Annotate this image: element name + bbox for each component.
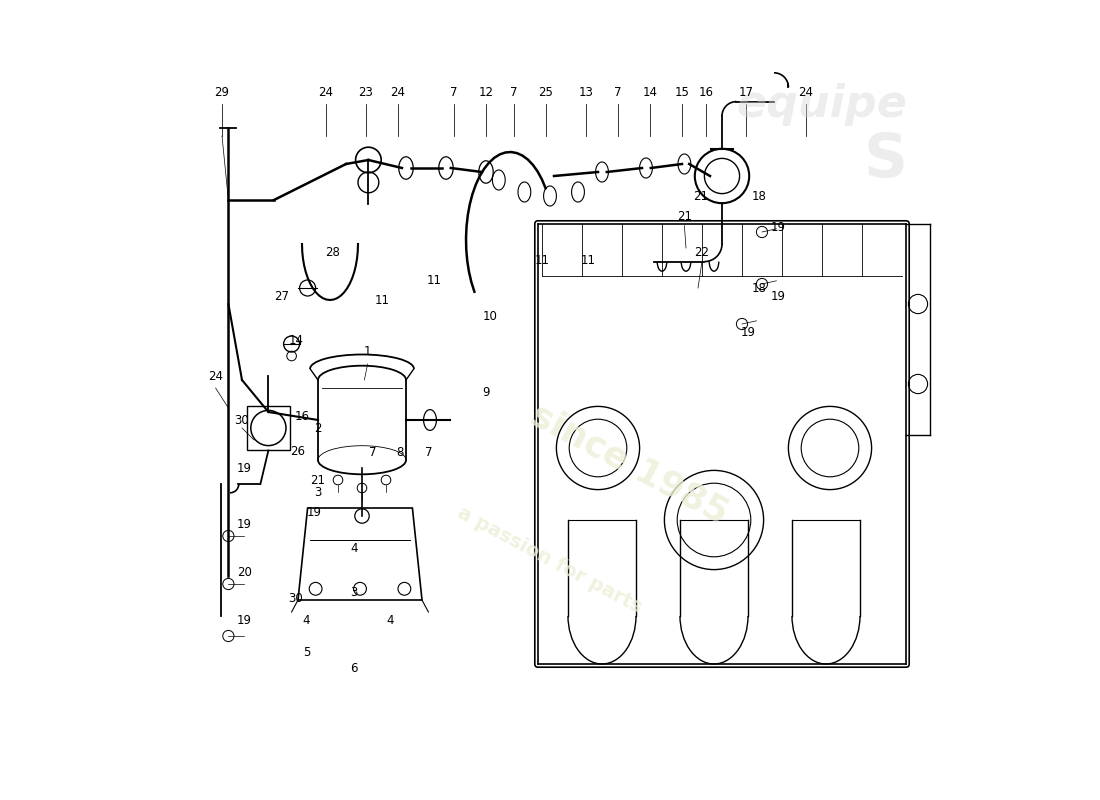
Text: 26: 26 [290, 446, 306, 458]
Text: 16: 16 [295, 410, 309, 422]
Text: 17: 17 [738, 86, 754, 98]
Text: 19: 19 [770, 222, 785, 234]
Text: 21: 21 [693, 190, 708, 202]
Text: 8: 8 [396, 446, 404, 459]
Text: 10: 10 [483, 310, 497, 322]
FancyBboxPatch shape [535, 221, 910, 667]
Text: 19: 19 [236, 518, 252, 530]
Text: 14: 14 [642, 86, 658, 98]
Text: 7: 7 [450, 86, 458, 98]
Text: 19: 19 [770, 290, 785, 302]
Text: since 1985: since 1985 [526, 398, 735, 530]
Text: 5: 5 [304, 646, 310, 658]
Text: 28: 28 [324, 246, 340, 258]
Text: 20: 20 [236, 566, 252, 578]
Text: 23: 23 [359, 86, 373, 98]
Text: 24: 24 [390, 86, 406, 98]
Text: S: S [864, 130, 907, 190]
Text: 14: 14 [289, 334, 304, 346]
Text: 3: 3 [315, 486, 321, 498]
Text: 11: 11 [581, 254, 596, 266]
Text: 4: 4 [386, 614, 394, 626]
Text: 18: 18 [752, 282, 767, 294]
Text: 24: 24 [208, 370, 223, 382]
Text: 18: 18 [752, 190, 767, 202]
Text: 2: 2 [315, 422, 321, 434]
Bar [246, 406, 290, 450]
Text: 1: 1 [364, 346, 372, 358]
Text: 4: 4 [350, 542, 358, 554]
Text: 7: 7 [425, 446, 432, 459]
Text: 12: 12 [478, 86, 494, 98]
Text: 24: 24 [319, 86, 333, 98]
Text: 30: 30 [234, 414, 250, 426]
Text: 15: 15 [674, 86, 690, 98]
Text: 16: 16 [698, 86, 714, 98]
Text: 19: 19 [307, 506, 321, 518]
Text: 19: 19 [741, 326, 756, 338]
Text: 11: 11 [535, 254, 550, 266]
Text: 4: 4 [302, 614, 310, 626]
Text: 6: 6 [350, 662, 358, 674]
Text: 19: 19 [236, 614, 252, 626]
Text: 11: 11 [427, 274, 441, 286]
Text: 7: 7 [368, 446, 376, 459]
Text: 7: 7 [510, 86, 518, 98]
Text: 11: 11 [374, 294, 389, 306]
Text: 21: 21 [310, 474, 326, 486]
Text: 9: 9 [482, 386, 490, 398]
Text: 25: 25 [539, 86, 553, 98]
Text: 24: 24 [799, 86, 814, 98]
Text: 29: 29 [214, 86, 230, 98]
Text: 13: 13 [579, 86, 593, 98]
Text: 21: 21 [676, 210, 692, 222]
Text: equipe: equipe [737, 82, 907, 126]
Text: 3: 3 [350, 586, 358, 598]
Text: 30: 30 [288, 592, 302, 605]
Text: a passion for parts: a passion for parts [454, 503, 646, 617]
Polygon shape [298, 508, 422, 600]
Text: 22: 22 [694, 246, 710, 258]
Text: 27: 27 [275, 290, 289, 302]
FancyArrow shape [814, 314, 874, 358]
Text: 19: 19 [236, 462, 252, 474]
Text: 7: 7 [614, 86, 622, 98]
